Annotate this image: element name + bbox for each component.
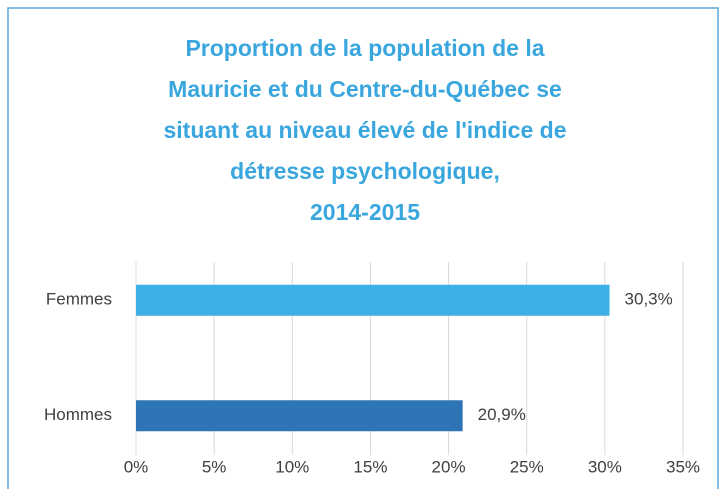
chart-title: Proportion de la population de la [185,35,544,61]
y-tick-label: Femmes [46,290,112,309]
y-tick-label: Hommes [44,405,112,424]
x-tick-label: 10% [275,457,309,476]
x-tick-label: 15% [353,457,387,476]
data-label: 20,9% [478,405,526,424]
bar [136,284,610,316]
bar [136,400,463,432]
x-tick-label: 20% [432,457,466,476]
x-tick-label: 0% [124,457,149,476]
x-tick-label: 30% [588,457,622,476]
chart-title: détresse psychologique, [230,158,500,184]
x-tick-label: 5% [202,457,227,476]
x-tick-label: 35% [666,457,700,476]
chart-title: 2014-2015 [310,199,420,225]
data-label: 30,3% [625,290,673,309]
chart-title: situant au niveau élevé de l'indice de [164,117,567,143]
chart-title: Mauricie et du Centre-du-Québec se [168,76,562,102]
x-tick-label: 25% [510,457,544,476]
